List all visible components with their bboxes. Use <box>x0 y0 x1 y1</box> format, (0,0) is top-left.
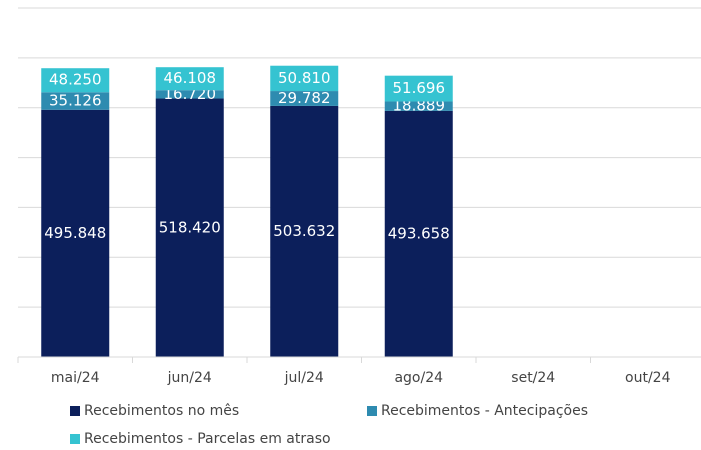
legend-label: Recebimentos - Parcelas em atraso <box>84 431 331 447</box>
data-label: 495.848 <box>44 224 106 242</box>
legend-swatch <box>70 434 80 444</box>
x-tick-label: jul/24 <box>284 370 324 386</box>
bar-segment <box>270 105 339 357</box>
bar-segment <box>384 101 453 111</box>
data-label: 503.632 <box>273 222 335 240</box>
bar-segment <box>41 109 110 357</box>
data-label: 493.658 <box>388 224 450 242</box>
data-label: 46.108 <box>164 69 217 87</box>
x-tick-label: out/24 <box>625 370 671 386</box>
x-tick-label: mai/24 <box>51 370 100 386</box>
bar-segment <box>384 75 453 102</box>
data-label: 50.810 <box>278 69 331 87</box>
data-label: 51.696 <box>393 79 446 97</box>
data-label: 518.420 <box>159 218 221 236</box>
bar-segment <box>41 68 110 93</box>
bar-segment <box>41 92 110 110</box>
bar-segment <box>155 90 224 99</box>
x-tick-label: jun/24 <box>167 370 212 386</box>
data-label: 29.782 <box>278 89 331 107</box>
data-label: 35.126 <box>49 92 102 110</box>
bar-segment <box>155 67 224 91</box>
bar-segment <box>155 98 224 357</box>
legend-label: Recebimentos no mês <box>84 403 239 419</box>
x-tick-label: set/24 <box>511 370 555 386</box>
data-label: 48.250 <box>49 71 102 89</box>
legend-swatch <box>70 406 80 416</box>
bar-segment <box>270 65 339 92</box>
x-tick-label: ago/24 <box>394 370 443 386</box>
legend-label: Recebimentos - Antecipações <box>381 403 588 419</box>
bar-segment <box>384 110 453 358</box>
bar-segment <box>270 91 339 106</box>
legend-swatch <box>367 406 377 416</box>
